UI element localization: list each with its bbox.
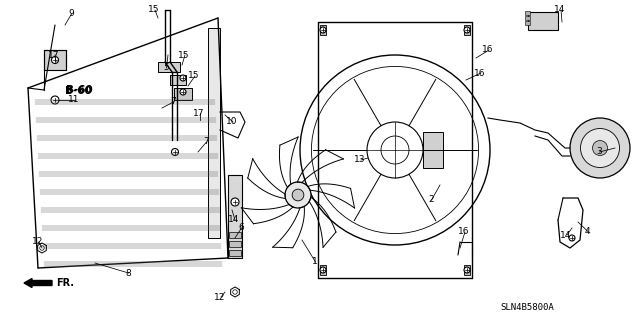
Circle shape bbox=[320, 267, 326, 273]
Bar bbox=[170, 75, 186, 85]
Circle shape bbox=[51, 56, 58, 63]
Text: 1: 1 bbox=[312, 257, 317, 266]
Text: 5: 5 bbox=[163, 63, 169, 72]
Text: 3: 3 bbox=[596, 147, 602, 157]
Bar bbox=[229, 232, 241, 238]
Circle shape bbox=[569, 235, 575, 241]
Bar bbox=[464, 265, 470, 275]
Circle shape bbox=[570, 118, 630, 178]
Text: 15: 15 bbox=[178, 50, 189, 60]
Text: 14: 14 bbox=[228, 216, 239, 225]
Text: B-60: B-60 bbox=[65, 86, 92, 96]
Circle shape bbox=[593, 140, 607, 155]
Bar bbox=[464, 25, 470, 35]
Bar bbox=[158, 62, 180, 72]
Circle shape bbox=[231, 198, 239, 206]
Bar bbox=[525, 21, 530, 25]
Text: 10: 10 bbox=[226, 117, 237, 127]
Circle shape bbox=[40, 246, 44, 250]
Text: B-60: B-60 bbox=[66, 85, 93, 95]
Circle shape bbox=[464, 27, 470, 33]
Circle shape bbox=[172, 149, 179, 155]
Text: 16: 16 bbox=[458, 227, 470, 236]
Circle shape bbox=[464, 267, 470, 273]
Text: 4: 4 bbox=[585, 227, 591, 236]
Text: 15: 15 bbox=[148, 5, 159, 14]
Circle shape bbox=[285, 182, 311, 208]
FancyArrow shape bbox=[24, 278, 52, 287]
Circle shape bbox=[180, 75, 186, 81]
Bar bbox=[228, 175, 242, 258]
Text: 8: 8 bbox=[125, 269, 131, 278]
Bar bbox=[229, 241, 241, 247]
Bar bbox=[528, 12, 558, 30]
Text: 12: 12 bbox=[214, 293, 225, 301]
Text: 11: 11 bbox=[68, 95, 79, 105]
Circle shape bbox=[233, 290, 237, 294]
Text: FR.: FR. bbox=[56, 278, 74, 288]
Text: 17: 17 bbox=[48, 50, 60, 60]
Text: 6: 6 bbox=[238, 224, 244, 233]
Text: 14: 14 bbox=[554, 5, 565, 14]
Text: 7: 7 bbox=[203, 137, 209, 146]
Text: 17: 17 bbox=[193, 108, 205, 117]
Bar bbox=[320, 25, 326, 35]
Bar bbox=[64, 84, 98, 98]
Text: 7: 7 bbox=[170, 98, 176, 107]
Bar bbox=[320, 265, 326, 275]
Bar bbox=[525, 11, 530, 15]
Circle shape bbox=[580, 129, 620, 167]
Text: 16: 16 bbox=[474, 69, 486, 78]
Circle shape bbox=[320, 27, 326, 33]
Text: 15: 15 bbox=[188, 71, 200, 80]
Bar bbox=[44, 50, 66, 70]
Bar bbox=[525, 16, 530, 20]
Bar bbox=[208, 28, 220, 238]
Text: 9: 9 bbox=[68, 10, 74, 19]
Bar bbox=[174, 88, 192, 100]
Bar bbox=[229, 250, 241, 256]
Text: 12: 12 bbox=[32, 238, 44, 247]
Text: 16: 16 bbox=[482, 46, 493, 55]
Text: 13: 13 bbox=[354, 155, 365, 165]
Circle shape bbox=[51, 96, 59, 104]
Text: 14: 14 bbox=[560, 231, 572, 240]
Text: 2: 2 bbox=[428, 196, 434, 204]
Circle shape bbox=[292, 189, 304, 201]
Bar bbox=[423, 132, 443, 168]
Text: SLN4B5800A: SLN4B5800A bbox=[500, 303, 554, 313]
Circle shape bbox=[180, 89, 186, 95]
